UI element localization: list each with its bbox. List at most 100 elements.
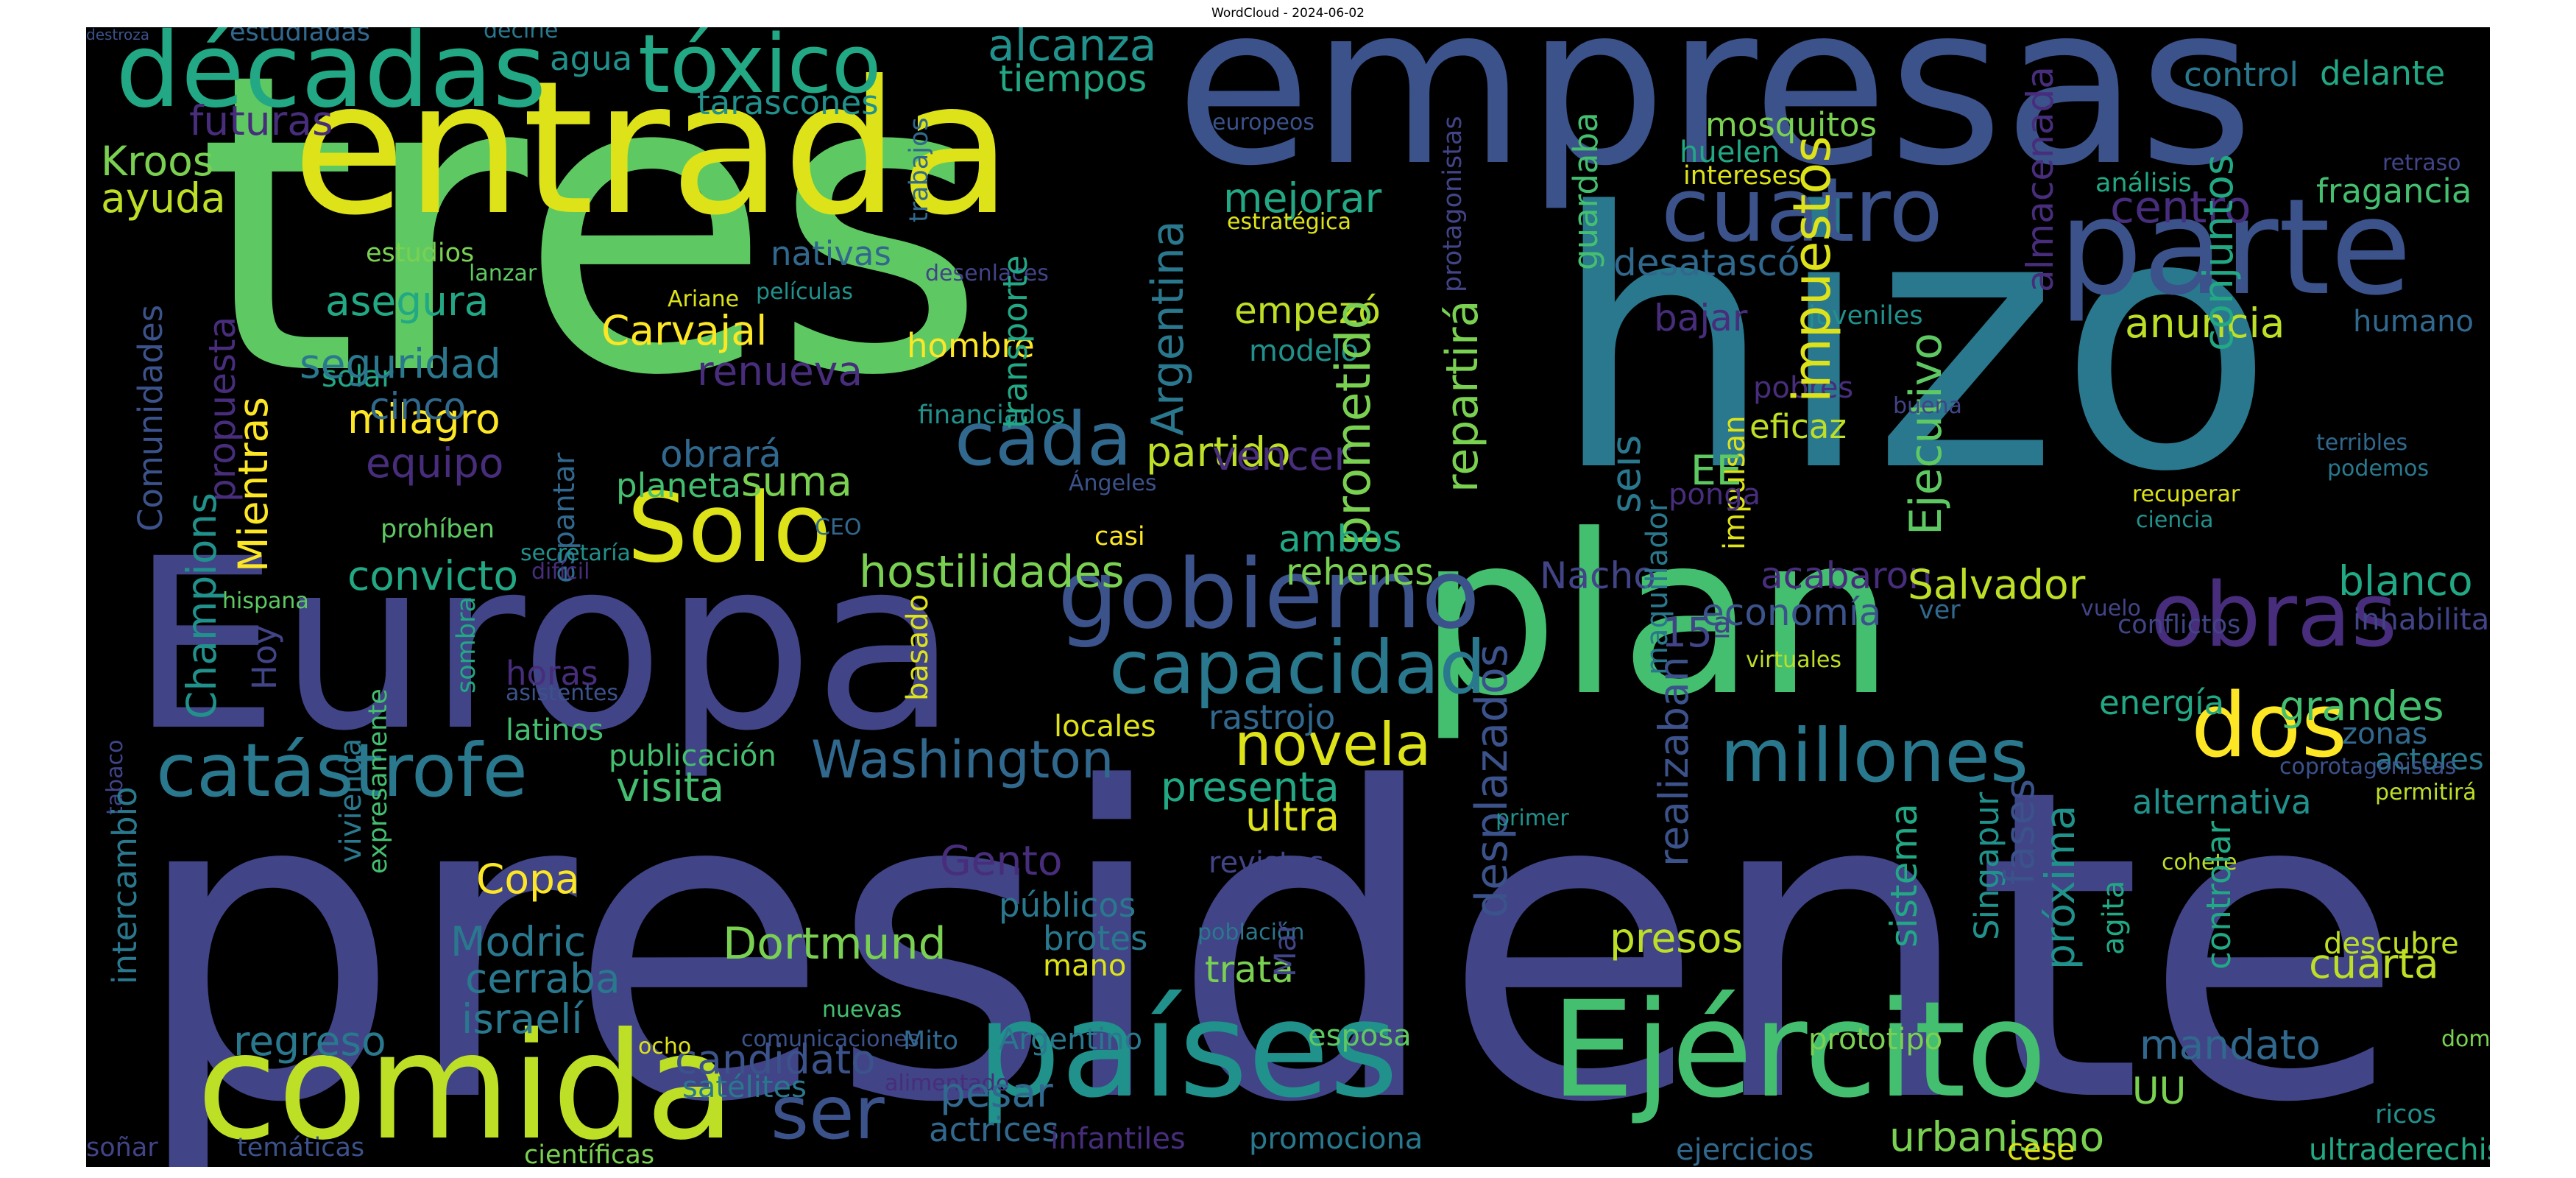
cloud-word: milagro [347, 395, 500, 442]
cloud-word: prohíben [381, 515, 495, 544]
cloud-word: estratégica [1227, 209, 1352, 235]
cloud-word: delante [2320, 54, 2446, 93]
cloud-word: mejorar [1223, 174, 1382, 222]
cloud-word: comida [197, 1001, 736, 1167]
cloud-word: vuelo [2081, 596, 2141, 621]
cloud-word: temáticas [237, 1133, 365, 1163]
cloud-word: Mar [1269, 921, 1303, 977]
cloud-word: Argentina [1142, 220, 1194, 436]
cloud-word: cinco [369, 385, 467, 428]
cloud-word: satélites [682, 1071, 807, 1104]
cloud-word: mandato [2140, 1021, 2321, 1068]
cloud-word: rastrojo [1209, 698, 1336, 737]
cloud-word: Champions [178, 493, 225, 719]
cloud-word: prototipo [1808, 1023, 1943, 1057]
cloud-word: equipo [366, 440, 504, 487]
cloud-word: retraso [2382, 150, 2461, 176]
cloud-word: cerraba [465, 955, 620, 1002]
cloud-word: regreso [233, 1017, 386, 1065]
cloud-word: promociona [1249, 1122, 1423, 1156]
cloud-word: bajar [1654, 297, 1748, 339]
cloud-word: asistentes [506, 680, 619, 706]
cloud-word: hombre [907, 326, 1035, 365]
cloud-word: coprotagonistas [2279, 754, 2457, 780]
cloud-word: ciencia [2136, 507, 2214, 533]
cloud-word: locales [1054, 710, 1156, 744]
cloud-word: israelí [461, 995, 583, 1043]
cloud-word: zonas [2342, 717, 2428, 751]
cloud-word: financiados [918, 401, 1066, 430]
cloud-word: Ángeles [1069, 470, 1157, 496]
cloud-word: ayuda [101, 174, 226, 222]
cloud-word: Gento [940, 837, 1063, 884]
cloud-word: permitirá [2375, 780, 2477, 805]
cloud-word: tóxico [638, 27, 882, 111]
cloud-word: partido [1146, 428, 1291, 476]
cloud-word: Ejército [1551, 973, 2048, 1127]
cloud-word: agita [2097, 880, 2131, 955]
cloud-word: nativas [771, 234, 891, 273]
cloud-word: Mito [903, 1026, 959, 1056]
cloud-word: alternativa [2132, 783, 2312, 822]
cloud-word: terribles [2316, 430, 2408, 456]
cloud-word: mosquitos [1705, 105, 1878, 144]
cloud-word: guardaba [1566, 112, 1605, 270]
cloud-word: ejercicios [1676, 1133, 1814, 1167]
cloud-word: ponga [1669, 478, 1761, 512]
cloud-word: públicos [999, 886, 1136, 925]
cloud-word: análisis [2095, 169, 2192, 198]
cloud-word: Hoy [245, 624, 284, 690]
cloud-word: hispana [222, 588, 309, 614]
cloud-word: hizo [1551, 138, 2275, 549]
cloud-word: Mientras [230, 397, 277, 572]
cloud-word: dominando [2441, 1026, 2490, 1052]
cloud-word: planeta [616, 466, 742, 505]
cloud-word: ser [771, 1070, 885, 1156]
cloud-word: científicas [524, 1140, 655, 1168]
cloud-word: ultraderechista [2309, 1133, 2490, 1167]
cloud-word: actores [2375, 743, 2484, 777]
cloud-word: Ariane [668, 286, 740, 312]
cloud-word: tres [197, 27, 987, 466]
cloud-word: buena [1893, 393, 1962, 419]
cloud-word: ocho [638, 1034, 692, 1059]
cloud-word: décadas [116, 27, 547, 131]
word-cloud: tres presidente hizo empresas entrada Europa p… [86, 27, 2490, 1167]
cloud-word: ver [1919, 596, 1961, 625]
cloud-word: basado [901, 593, 935, 701]
cloud-word: Europa [130, 509, 958, 783]
cloud-word: asegura [325, 278, 489, 325]
cloud-word: desplazados [1466, 643, 1518, 918]
cloud-word: modelo [1249, 334, 1359, 368]
cloud-word: Modric [450, 918, 587, 965]
cloud-word: cuarta [2309, 940, 2439, 987]
cloud-word: obrará [660, 433, 782, 476]
cloud-word: sistema [1883, 803, 1925, 948]
cloud-word: control [2184, 55, 2299, 94]
cloud-word: controlar [2199, 820, 2238, 970]
cloud-word: convicto [347, 552, 519, 599]
cloud-word: entrada [292, 41, 1013, 255]
cloud-word: Dortmund [723, 918, 946, 970]
cloud-word: cohete [2162, 850, 2237, 875]
cloud-word: acabaron [1761, 554, 1932, 597]
cloud-word: virtuales [1746, 647, 1842, 673]
cloud-word: EE [1691, 447, 1742, 494]
cloud-word: grandes [2279, 683, 2444, 730]
cloud-word: sombra [452, 596, 481, 694]
cloud-word: novela [1234, 710, 1432, 779]
cloud-word: población [1197, 920, 1305, 945]
cloud-word: almacenada [2019, 66, 2062, 292]
cloud-word: protagonistas [1438, 116, 1468, 292]
cloud-word: capacidad [1109, 624, 1487, 710]
cloud-word: fragancia [2316, 172, 2472, 211]
cloud-word: urbanismo [1889, 1113, 2105, 1160]
cloud-word: empezó [1234, 289, 1381, 332]
cloud-word: realizaban [1650, 656, 1697, 867]
cloud-word: suma [741, 458, 852, 505]
cloud-word: empresas [1175, 27, 2254, 214]
cloud-word: juveniles [1808, 301, 1923, 331]
cloud-word: plan [1418, 487, 1895, 744]
cloud-word: próxima [2037, 805, 2084, 970]
cloud-word: impuestos [1782, 135, 1842, 403]
